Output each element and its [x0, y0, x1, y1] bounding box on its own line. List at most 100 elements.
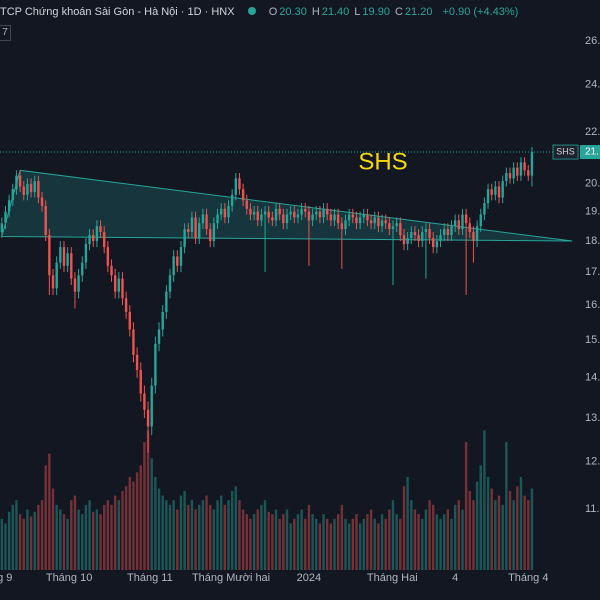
candle-body [29, 183, 33, 192]
candle-body [468, 223, 471, 233]
volume-bar [402, 486, 406, 570]
candle-body [388, 223, 391, 230]
candle-body [512, 167, 515, 179]
candle-body [102, 232, 106, 248]
volume-bar [59, 509, 62, 570]
candle-body [95, 226, 99, 242]
volume-bar [0, 518, 4, 570]
candle-body [329, 214, 333, 221]
volume-bar [187, 504, 190, 570]
candle-body [483, 203, 486, 215]
volume-bar [209, 504, 212, 570]
candle-body [395, 223, 398, 227]
volume-bar [73, 495, 77, 570]
volume-bar [252, 514, 256, 570]
volume-bar [219, 495, 223, 570]
volume-bar [48, 453, 51, 570]
volume-bar [143, 442, 146, 570]
candle-body [117, 278, 121, 292]
candle-body [176, 256, 179, 266]
candle-body [110, 265, 113, 276]
candle-body [154, 343, 157, 386]
candle-body [472, 232, 475, 242]
candle-body [527, 170, 530, 176]
ohlc: O 20.30 H 21.40 L 19.90 C 21.20 [269, 6, 438, 18]
candle-body [373, 217, 376, 224]
candle-body [81, 262, 84, 276]
volume-bar [523, 495, 526, 570]
candle-body [172, 256, 175, 276]
candle-body [333, 214, 336, 221]
candle-body [326, 208, 329, 215]
symbol-title: TCP Chứng khoán Sài Gòn - Hà Nội · 1D · … [0, 6, 235, 18]
volume-bar [446, 509, 450, 570]
volume-bar [146, 430, 150, 570]
candle-body [355, 217, 358, 224]
volume-bar [198, 504, 201, 570]
candle-body [347, 214, 351, 221]
candle-body [413, 232, 417, 236]
badge[interactable]: 7 [0, 25, 11, 41]
volume-bar [84, 504, 88, 570]
candle-body [358, 217, 362, 224]
volume-bar [99, 514, 102, 570]
volume-bar [377, 523, 380, 570]
y-tick-label: 13. [585, 412, 600, 424]
ohlc-value: 19.90 [362, 6, 390, 18]
candle-body [421, 232, 424, 242]
ohlc-label: C [394, 6, 403, 18]
volume-bar [483, 430, 486, 570]
volume-bar [51, 488, 55, 570]
y-tick-label: 12. [585, 455, 600, 467]
volume-bar [135, 472, 139, 570]
volume-bar [238, 500, 241, 570]
candle-body [77, 275, 80, 292]
candle-body [230, 194, 234, 206]
candle-body [252, 211, 256, 215]
volume-bar [322, 514, 325, 570]
volume-bar [26, 509, 29, 570]
candle-body [40, 197, 44, 206]
candle-body [48, 235, 51, 276]
candle-body [410, 232, 413, 239]
volume-bar [249, 518, 252, 570]
volume-bar [230, 490, 234, 570]
y-tick-label: 17. [585, 266, 600, 278]
candle-body [417, 235, 420, 242]
volume-bar [81, 514, 84, 570]
volume-bar [508, 490, 512, 570]
volume-bar [369, 509, 373, 570]
candle-body [304, 208, 307, 212]
candle-body [219, 208, 223, 215]
candle-body [70, 253, 73, 279]
candle-body [369, 220, 373, 224]
volume-bar [128, 476, 131, 570]
candle-body [457, 220, 461, 230]
volume-bar [527, 500, 530, 570]
y-tick-label: 16. [585, 299, 600, 311]
volume-bar [274, 509, 278, 570]
candle-body [190, 217, 194, 233]
volume-bar [289, 523, 292, 570]
volume-bar [479, 465, 482, 570]
volume-bar [395, 514, 398, 570]
price-tag: 21. [585, 147, 599, 158]
candle-body [336, 214, 340, 224]
candle-body [249, 208, 252, 215]
y-tick-label: 22. [585, 126, 600, 138]
candle-body [33, 181, 36, 192]
volume-bar [516, 486, 519, 570]
volume-bar [223, 504, 227, 570]
candle-body [157, 329, 161, 344]
candle-body [161, 311, 164, 330]
candle-body [435, 241, 439, 248]
volume-bar [300, 509, 303, 570]
volume-bar [70, 500, 73, 570]
candle-body [402, 235, 406, 245]
candle-body [7, 200, 11, 212]
legend: TCP Chứng khoán Sài Gòn - Hà Nội · 1D · … [0, 6, 523, 18]
volume-bar [22, 518, 25, 570]
volume-bar [457, 500, 461, 570]
symbol-tag: SHS [556, 146, 575, 156]
